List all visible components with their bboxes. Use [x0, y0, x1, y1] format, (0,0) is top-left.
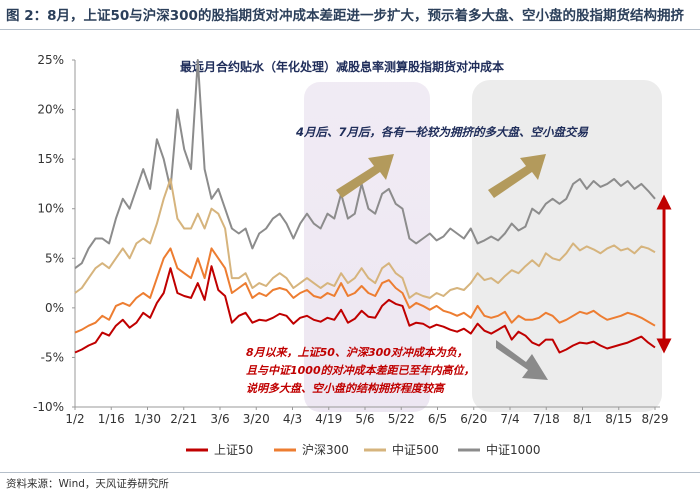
source-divider: [0, 472, 700, 473]
up-arrow-april: [336, 154, 394, 198]
y-axis-ticks: 25% 20% 15% 10% 5% 0% -5% -10%: [33, 53, 75, 414]
x-tick-label: 2/21: [170, 412, 197, 426]
annotation-line-3: 说明多大盘、空小盘的结构拥挤程度较高: [246, 382, 446, 395]
x-tick-label: 3/6: [210, 412, 229, 426]
series-line-0: [74, 265, 656, 354]
legend-label: 上证50: [214, 443, 253, 457]
legend-label: 中证500: [392, 442, 439, 457]
x-tick-label: 5/22: [388, 412, 415, 426]
annotation-crowded-trades: 4月后、7月后，各有一轮较为拥挤的多大盘、空小盘交易: [295, 125, 590, 139]
x-tick-label: 1/16: [98, 412, 125, 426]
x-tick-label: 1/30: [134, 412, 161, 426]
legend-label: 中证1000: [486, 442, 541, 457]
y-tick-label: 0%: [45, 301, 64, 315]
y-tick-label: 5%: [45, 251, 64, 265]
y-tick-label: 10%: [37, 202, 64, 216]
title-divider: [0, 29, 700, 30]
x-tick-label: 5/6: [355, 412, 374, 426]
highlight-band-april: [304, 82, 430, 412]
x-axis-ticks: 1/2 1/16 1/30 2/21 3/6 3/20 4/3 4/19 5/6 5/22 6/5 6…: [65, 407, 668, 426]
x-tick-label: 6/5: [428, 412, 447, 426]
x-tick-label: 7/4: [500, 412, 519, 426]
series-line-2: [74, 178, 656, 299]
annotation-recent-note: 8月以来，上证50、沪深300对冲成本为负， 且与中证1000的对冲成本差距已至…: [246, 346, 475, 395]
x-tick-label: 8/1: [573, 412, 592, 426]
x-tick-label: 3/20: [243, 412, 270, 426]
series-line-1: [74, 247, 656, 334]
x-tick-label: 7/18: [533, 412, 560, 426]
annotation-line-2: 且与中证1000的对冲成本差距已至年内高位，: [246, 364, 475, 377]
series-line-3: [74, 59, 656, 270]
x-tick-label: 1/2: [65, 412, 84, 426]
highlight-band-july: [472, 80, 662, 412]
legend-label: 沪深300: [302, 443, 349, 457]
x-tick-label: 4/19: [315, 412, 342, 426]
y-tick-label: 25%: [37, 53, 64, 67]
x-tick-label: 8/15: [605, 412, 632, 426]
up-arrow-july: [488, 154, 546, 198]
x-tick-label: 4/3: [283, 412, 302, 426]
x-tick-label: 8/29: [642, 412, 669, 426]
series-lines: [74, 59, 656, 354]
figure-title: 图 2：8月，上证50与沪深300的股指期货对冲成本差距进一步扩大，预示着多大盘…: [6, 8, 684, 24]
down-arrow: [496, 340, 548, 380]
y-tick-label: 15%: [37, 152, 64, 166]
hedging-cost-chart: 25% 20% 15% 10% 5% 0% -5% -10% 1/2 1/16 1/30 2/21 3…: [33, 53, 672, 457]
chart-title: 最远月合约贴水（年化处理）减股息率测算股指期货对冲成本: [180, 59, 504, 74]
y-tick-label: 20%: [37, 103, 64, 117]
source-note: 资料来源：Wind，天风证券研究所: [6, 478, 169, 490]
legend: 上证50 沪深300 中证500 中证1000: [186, 442, 541, 457]
y-tick-label: -10%: [33, 400, 64, 414]
x-tick-label: 6/20: [460, 412, 487, 426]
y-tick-label: -5%: [41, 350, 64, 364]
annotation-line-1: 8月以来，上证50、沪深300对冲成本为负，: [246, 346, 468, 359]
